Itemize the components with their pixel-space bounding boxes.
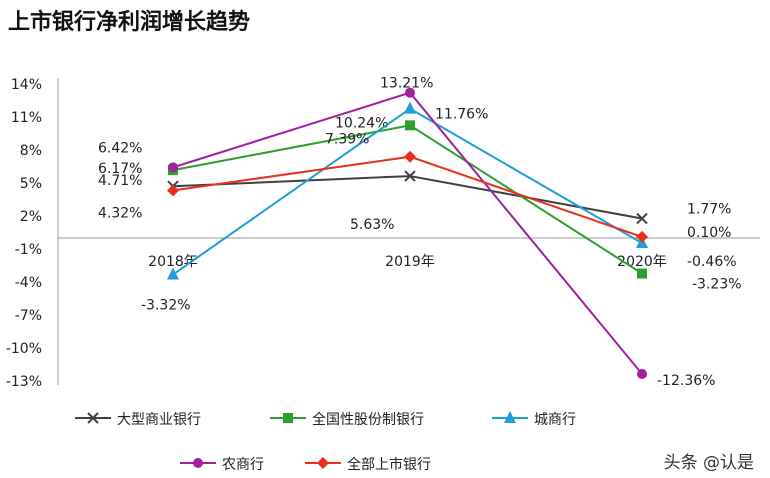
data-label: 10.24% <box>335 115 388 131</box>
data-point <box>637 368 647 379</box>
data-label: 11.76% <box>435 107 488 123</box>
legend-label: 农商行 <box>222 457 264 473</box>
data-label: -3.23% <box>692 277 742 293</box>
legend-label: 大型商业银行 <box>117 412 201 428</box>
data-point <box>404 150 416 163</box>
data-label: 4.32% <box>98 205 142 221</box>
data-label: 7.39% <box>325 132 369 148</box>
y-tick-label: 14% <box>11 77 42 93</box>
data-label: 13.21% <box>380 76 433 92</box>
data-label: 6.17% <box>98 161 142 177</box>
y-tick-label: 8% <box>20 143 42 159</box>
data-point <box>167 184 179 197</box>
data-point <box>637 268 647 279</box>
data-label: 6.42% <box>98 140 142 156</box>
y-tick-label: -4% <box>15 275 42 291</box>
data-label: -0.46% <box>687 254 737 270</box>
x-tick-label: 2019年 <box>385 254 435 270</box>
y-tick-label: -1% <box>15 242 42 258</box>
legend-label: 全国性股份制银行 <box>312 411 424 428</box>
data-label: 1.77% <box>687 202 731 218</box>
data-point <box>317 457 329 469</box>
legend-label: 全部上市银行 <box>347 456 431 473</box>
data-point <box>636 212 648 225</box>
watermark: 头条 @认是 <box>663 453 754 473</box>
data-label: -3.32% <box>141 298 191 314</box>
data-label: 4.71% <box>98 173 142 189</box>
data-point <box>404 170 416 182</box>
y-tick-label: -7% <box>15 308 42 324</box>
legend-label: 城商行 <box>534 412 576 428</box>
chart-title: 上市银行净利润增长趋势 <box>8 10 251 35</box>
data-label: 5.63% <box>350 217 394 233</box>
data-point <box>168 162 178 173</box>
data-point <box>636 230 648 243</box>
data-point <box>167 267 179 280</box>
series-line <box>172 107 643 276</box>
y-tick-label: 11% <box>11 110 42 126</box>
y-tick-label: -13% <box>6 374 42 390</box>
data-point <box>193 458 203 468</box>
data-point <box>405 87 415 98</box>
data-point <box>405 120 415 131</box>
data-point <box>283 413 293 423</box>
y-tick-label: 2% <box>20 209 42 225</box>
data-point <box>404 101 416 114</box>
data-point <box>87 412 99 424</box>
data-label: -12.36% <box>657 373 715 389</box>
data-label: 0.10% <box>687 225 731 241</box>
series-line <box>172 124 643 275</box>
data-point <box>504 411 516 423</box>
series-line <box>172 91 643 375</box>
y-tick-label: 5% <box>20 176 42 192</box>
y-tick-label: -10% <box>6 341 42 357</box>
